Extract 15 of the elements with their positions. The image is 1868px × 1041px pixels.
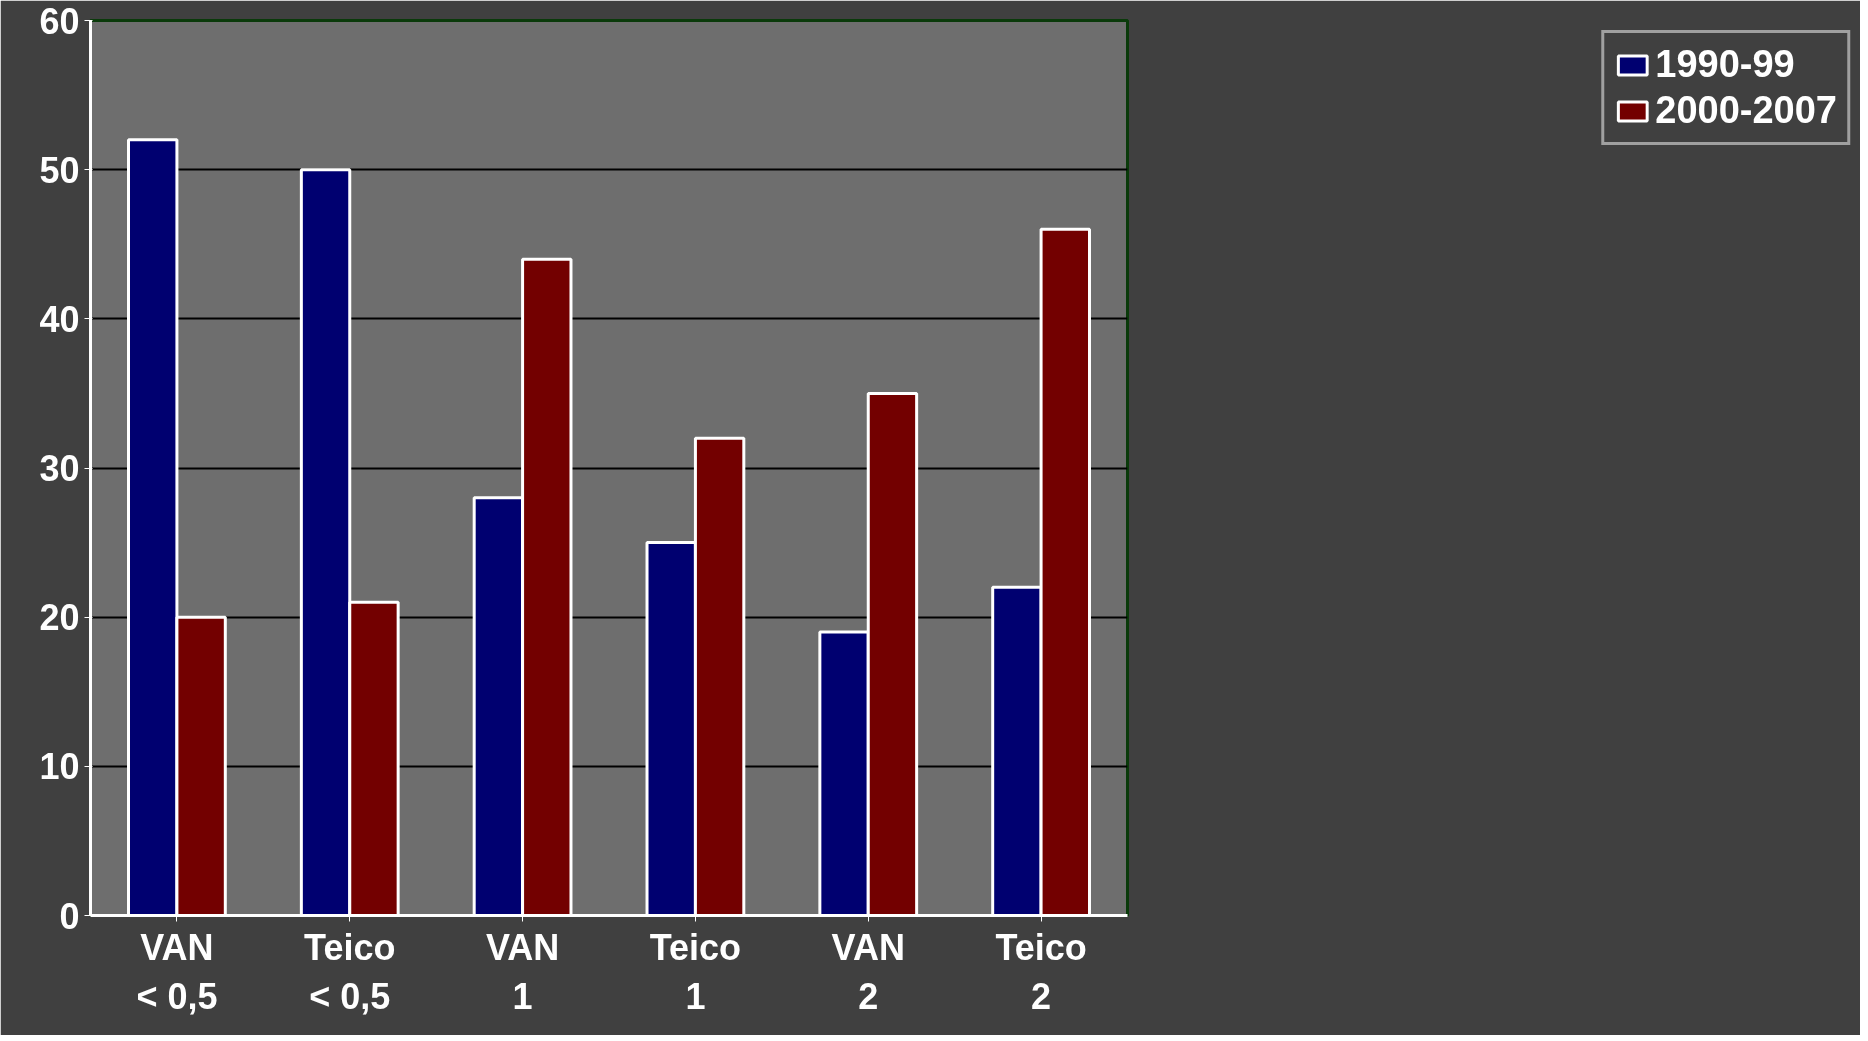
- x-tick-label: Teico 1: [649, 926, 742, 1017]
- legend-label: 1990-99: [1655, 43, 1795, 86]
- y-tick-label: 0: [59, 895, 80, 937]
- x-tick-label: VAN < 0,5: [136, 926, 218, 1017]
- y-tick-label: 30: [39, 448, 80, 489]
- y-tick-label: 20: [39, 597, 80, 639]
- x-tick-label: Teico < 0,5: [304, 926, 396, 1017]
- y-tick-label: 50: [39, 149, 80, 191]
- x-tick-label: Teico 2: [995, 926, 1087, 1017]
- legend-label: 2000-2007: [1655, 89, 1837, 132]
- y-tick-label: 10: [39, 746, 80, 788]
- y-tick-label: 60: [39, 0, 80, 42]
- x-tick-label: VAN 1: [485, 926, 560, 1017]
- x-tick-label: VAN 2: [831, 926, 905, 1017]
- y-tick-label: 40: [39, 298, 80, 340]
